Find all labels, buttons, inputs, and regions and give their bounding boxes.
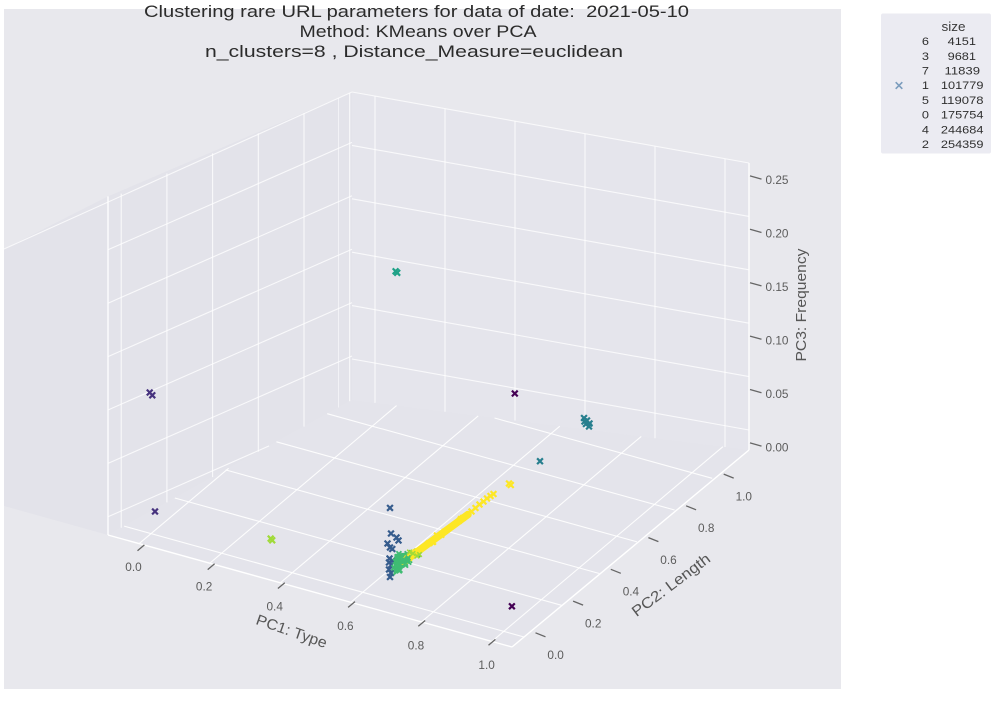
svg-text:0.4: 0.4 [266, 599, 283, 613]
svg-text:Method: KMeans over PCA: Method: KMeans over PCA [300, 22, 538, 41]
svg-text:0.15: 0.15 [766, 280, 789, 294]
svg-text:0: 0 [922, 110, 929, 122]
svg-text:0.2: 0.2 [196, 580, 212, 594]
svg-text:0.00: 0.00 [766, 441, 789, 455]
svg-text:3: 3 [922, 51, 929, 63]
svg-text:2: 2 [922, 139, 929, 151]
svg-text:1.0: 1.0 [478, 658, 495, 672]
svg-text:11839: 11839 [945, 66, 981, 78]
svg-text:1: 1 [922, 80, 929, 92]
svg-text:0.8: 0.8 [698, 521, 715, 535]
svg-text:Clustering rare URL parameters: Clustering rare URL parameters for data … [144, 2, 689, 21]
svg-text:0.25: 0.25 [766, 173, 789, 187]
svg-text:9681: 9681 [948, 51, 976, 63]
svg-text:0.0: 0.0 [125, 560, 142, 574]
svg-text:0.0: 0.0 [547, 648, 564, 662]
svg-text:254359: 254359 [941, 139, 984, 151]
svg-text:119078: 119078 [941, 95, 984, 107]
svg-text:244684: 244684 [941, 124, 984, 136]
svg-text:PC3: Frequency: PC3: Frequency [793, 248, 810, 362]
svg-text:0.05: 0.05 [766, 387, 789, 401]
svg-text:0.6: 0.6 [660, 553, 677, 567]
svg-text:175754: 175754 [941, 110, 984, 122]
svg-text:0.8: 0.8 [408, 639, 425, 653]
svg-text:5: 5 [922, 95, 929, 107]
svg-text:6: 6 [922, 36, 929, 48]
svg-text:4151: 4151 [948, 36, 976, 48]
svg-text:4: 4 [922, 124, 929, 136]
svg-text:n_clusters=8 , Distance_Measur: n_clusters=8 , Distance_Measure=euclidea… [205, 42, 623, 61]
svg-text:101779: 101779 [941, 80, 984, 92]
svg-text:size: size [942, 20, 966, 34]
svg-text:0.20: 0.20 [766, 227, 789, 241]
svg-text:0.6: 0.6 [337, 619, 354, 633]
svg-text:0.2: 0.2 [585, 617, 601, 631]
svg-text:0.10: 0.10 [766, 334, 789, 348]
svg-text:7: 7 [922, 66, 929, 78]
svg-text:0.4: 0.4 [623, 585, 640, 599]
svg-text:1.0: 1.0 [736, 490, 753, 504]
